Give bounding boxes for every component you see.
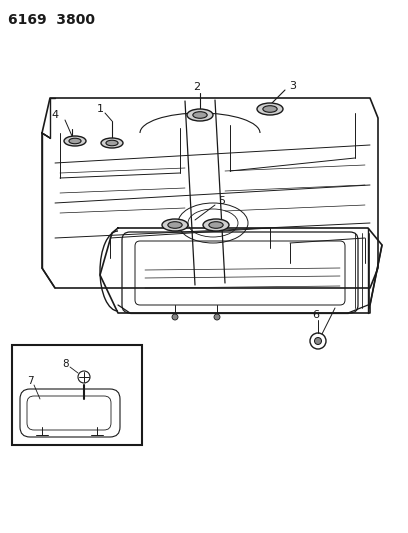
Ellipse shape <box>101 138 123 148</box>
Circle shape <box>214 314 220 320</box>
Ellipse shape <box>203 219 229 231</box>
Text: 3: 3 <box>290 81 297 91</box>
Ellipse shape <box>64 136 86 146</box>
Ellipse shape <box>257 103 283 115</box>
Text: 1: 1 <box>97 104 104 114</box>
Circle shape <box>315 337 322 344</box>
Ellipse shape <box>263 106 277 112</box>
Ellipse shape <box>168 222 182 228</box>
Text: 5: 5 <box>219 196 226 206</box>
Ellipse shape <box>106 140 118 146</box>
Ellipse shape <box>187 109 213 121</box>
Ellipse shape <box>162 219 188 231</box>
Text: 2: 2 <box>193 82 201 92</box>
Circle shape <box>172 314 178 320</box>
Ellipse shape <box>209 222 223 228</box>
Text: 4: 4 <box>51 110 59 120</box>
Text: 8: 8 <box>63 359 69 369</box>
Text: 7: 7 <box>27 376 33 386</box>
Ellipse shape <box>193 112 207 118</box>
Text: 6169  3800: 6169 3800 <box>8 13 95 27</box>
Text: 6: 6 <box>313 310 319 320</box>
Ellipse shape <box>69 138 81 144</box>
Bar <box>12 345 142 445</box>
